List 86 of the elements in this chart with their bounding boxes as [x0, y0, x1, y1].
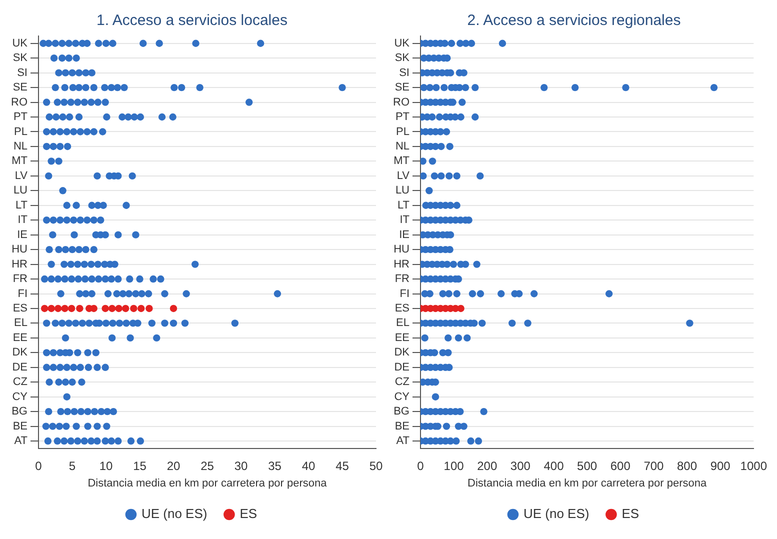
y-tick-label: CZ [394, 376, 410, 388]
chart-title: 2. Acceso a servicios regionales [467, 12, 681, 30]
x-tick-label: 600 [610, 458, 631, 473]
y-tick-label: SK [12, 52, 28, 64]
x-tick-label: 500 [577, 458, 598, 473]
legend-label: ES [240, 506, 258, 522]
y-tick-label: DE [12, 361, 28, 374]
y-tick-label: AT [396, 435, 410, 448]
x-tick-label: 45 [336, 458, 350, 473]
y-tick-label: UK [394, 37, 410, 50]
x-tick-label: 300 [510, 458, 531, 473]
legend-label: UE (no ES) [141, 506, 208, 522]
y-tick-label: PL [396, 126, 410, 138]
y-tick-label: PL [14, 126, 28, 138]
y-tick-label: BE [394, 420, 410, 432]
x-tick-label: 800 [677, 458, 698, 473]
legend-label: ES [622, 506, 640, 522]
y-tick-label: BG [12, 406, 28, 418]
x-tick-label: 15 [133, 458, 147, 473]
y-tick-label: FR [12, 273, 28, 286]
y-tick-label: IE [399, 228, 410, 241]
legend-label: UE (no ES) [523, 506, 590, 522]
x-tick-label: 400 [544, 458, 564, 473]
y-tick-label: UK [12, 37, 28, 50]
y-tick-label: DE [394, 361, 410, 374]
y-tick-label: DK [12, 346, 28, 359]
y-tick-label: MT [12, 155, 28, 168]
x-tick-label: 40 [302, 458, 316, 473]
y-tick-label: HR [12, 258, 28, 270]
y-tick-label: BE [12, 420, 28, 432]
y-tick-label: CY [394, 390, 410, 403]
x-tick-label: 50 [369, 458, 383, 473]
y-tick-label: CY [12, 390, 28, 403]
y-tick-label: FR [394, 273, 410, 286]
x-tick-label: 1000 [740, 458, 768, 473]
y-tick-label: BG [394, 406, 410, 418]
x-tick-label: 0 [35, 458, 42, 473]
y-tick-label: IT [18, 214, 28, 226]
y-tick-label: SI [17, 66, 28, 79]
y-tick-label: ES [394, 302, 410, 315]
y-tick-label: EL [396, 317, 410, 330]
y-tick-label: LV [396, 170, 410, 182]
y-tick-label: EL [14, 317, 28, 330]
y-tick-label: ES [12, 302, 28, 315]
x-axis-title: Distancia media en km por carretera por persona [468, 477, 708, 490]
y-tick-label: PT [13, 111, 28, 124]
x-tick-label: 5 [68, 458, 76, 473]
y-tick-label: NL [13, 140, 28, 152]
y-tick-label: LU [13, 184, 28, 197]
y-tick-label: AT [14, 435, 28, 448]
x-tick-label: 700 [644, 458, 664, 473]
y-tick-label: HU [394, 244, 410, 256]
x-tick-label: 25 [200, 458, 214, 473]
y-tick-label: CZ [12, 376, 28, 388]
y-tick-label: LT [15, 199, 28, 212]
y-tick-label: FI [400, 288, 410, 300]
y-tick-label: FI [18, 288, 28, 300]
y-tick-label: IE [17, 228, 28, 241]
y-tick-label: LV [14, 170, 28, 182]
y-tick-label: HR [394, 258, 410, 270]
y-tick-label: HU [12, 244, 28, 256]
y-tick-label: DK [394, 346, 410, 359]
y-tick-label: LU [395, 184, 410, 197]
y-tick-label: IT [400, 214, 410, 226]
x-tick-label: 30 [234, 458, 248, 473]
x-tick-label: 10 [99, 458, 113, 473]
x-tick-label: 200 [477, 458, 498, 473]
x-tick-label: 0 [417, 458, 424, 473]
y-tick-label: NL [395, 140, 410, 152]
x-axis-title: Distancia media en km por carretera por persona [88, 477, 328, 490]
x-tick-label: 35 [268, 458, 282, 473]
y-tick-label: EE [394, 332, 410, 344]
y-tick-label: SE [394, 82, 410, 94]
y-tick-label: SI [399, 66, 410, 79]
chart-title: 1. Acceso a servicios locales [96, 12, 288, 30]
y-tick-label: MT [394, 155, 410, 168]
x-tick-label: 900 [710, 458, 731, 473]
x-tick-label: 100 [444, 458, 464, 473]
y-tick-label: SK [394, 52, 410, 64]
y-tick-label: RO [11, 96, 28, 108]
y-tick-label: SE [12, 82, 28, 94]
y-tick-label: RO [393, 96, 410, 108]
y-tick-label: LT [397, 199, 410, 212]
y-tick-label: PT [395, 111, 410, 124]
x-tick-label: 20 [166, 458, 180, 473]
y-tick-label: EE [12, 332, 28, 344]
